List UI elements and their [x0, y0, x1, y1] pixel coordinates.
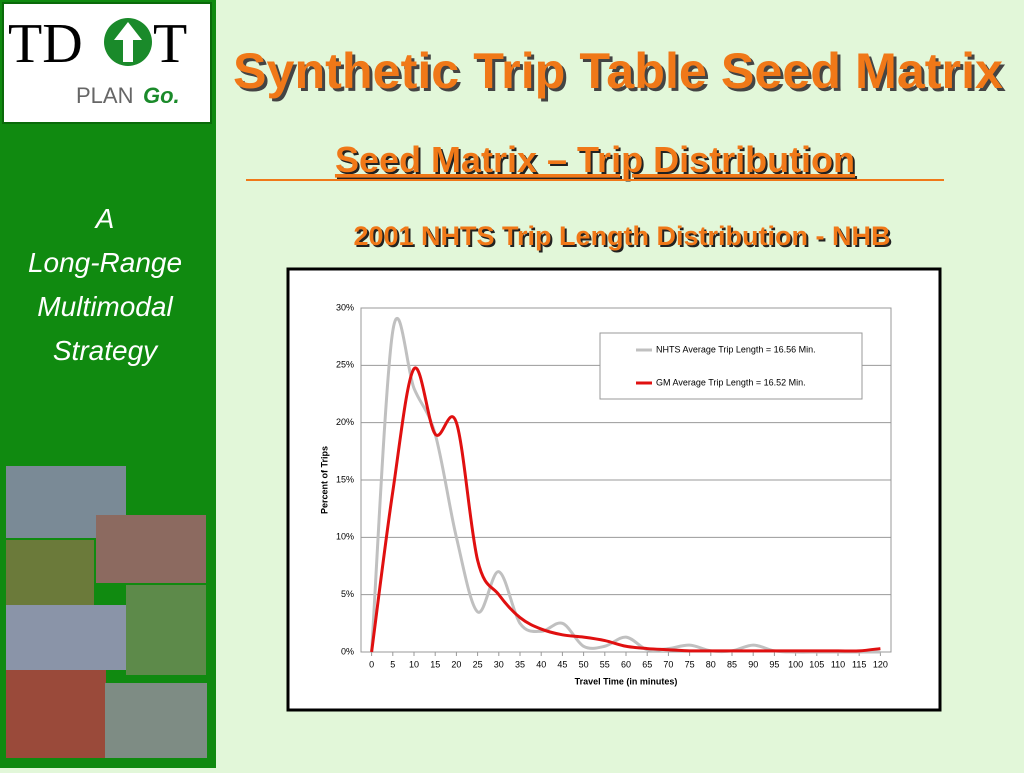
- x-tick-label: 120: [873, 659, 888, 669]
- x-tick-label: 0: [369, 659, 374, 669]
- x-tick-label: 115: [852, 659, 866, 669]
- logo-go: Go.: [143, 83, 180, 108]
- slide-title: Synthetic Trip Table Seed Matrix: [233, 43, 1003, 99]
- x-tick-label: 70: [663, 659, 673, 669]
- photo: [126, 585, 206, 675]
- x-tick-label: 55: [600, 659, 610, 669]
- y-axis-label: Percent of Trips: [319, 446, 329, 514]
- legend: [599, 332, 863, 400]
- photo-collage: [6, 466, 207, 758]
- logo-right: T: [153, 13, 187, 75]
- x-tick-label: 45: [557, 659, 567, 669]
- y-tick-label: 25%: [336, 360, 354, 370]
- sidebar-line: A: [94, 203, 115, 234]
- photo: [96, 515, 206, 583]
- y-tick-label: 10%: [336, 532, 354, 542]
- sidebar-line: Long-Range: [28, 247, 182, 278]
- sidebar-line: Multimodal: [37, 291, 173, 322]
- x-tick-label: 100: [788, 659, 803, 669]
- chart-title: 2001 NHTS Trip Length Distribution - NHB: [353, 221, 890, 251]
- x-tick-label: 25: [473, 659, 483, 669]
- photo: [105, 683, 207, 758]
- logo-arrow: [114, 22, 142, 62]
- series-line: [370, 366, 881, 653]
- x-tick-label: 105: [809, 659, 824, 669]
- sidebar-line: Strategy: [53, 335, 159, 366]
- x-tick-label: 95: [769, 659, 779, 669]
- y-tick-label: 30%: [336, 302, 354, 312]
- x-tick-label: 85: [727, 659, 737, 669]
- y-tick-label: 5%: [341, 589, 354, 599]
- logo-tagline: PLAN: [76, 83, 133, 108]
- x-tick-label: 20: [451, 659, 461, 669]
- photo: [6, 540, 94, 605]
- x-tick-label: 80: [706, 659, 716, 669]
- photo: [6, 605, 126, 670]
- x-tick-label: 30: [494, 659, 504, 669]
- photo: [6, 670, 106, 758]
- x-tick-label: 40: [536, 659, 546, 669]
- x-tick-label: 65: [642, 659, 652, 669]
- x-tick-label: 75: [685, 659, 695, 669]
- sidebar-text: A Long-Range Multimodal Strategy: [28, 203, 182, 366]
- x-axis-label: Travel Time (in minutes): [575, 676, 678, 686]
- x-tick-label: 15: [430, 659, 440, 669]
- x-tick-label: 110: [831, 659, 845, 669]
- logo-box: [2, 2, 212, 124]
- x-tick-label: 90: [748, 659, 758, 669]
- slide-subtitle: Seed Matrix – Trip Distribution: [335, 139, 855, 180]
- x-tick-label: 60: [621, 659, 631, 669]
- y-tick-label: 20%: [336, 417, 354, 427]
- x-tick-label: 35: [515, 659, 525, 669]
- legend-label: GM Average Trip Length = 16.52 Min.: [656, 377, 806, 387]
- x-tick-label: 10: [409, 659, 419, 669]
- x-tick-label: 5: [390, 659, 395, 669]
- logo-left: TD: [8, 13, 83, 75]
- legend-label: NHTS Average Trip Length = 16.56 Min.: [656, 344, 816, 354]
- y-tick-label: 0%: [341, 646, 354, 656]
- y-tick-label: 15%: [336, 474, 354, 484]
- x-tick-label: 50: [579, 659, 589, 669]
